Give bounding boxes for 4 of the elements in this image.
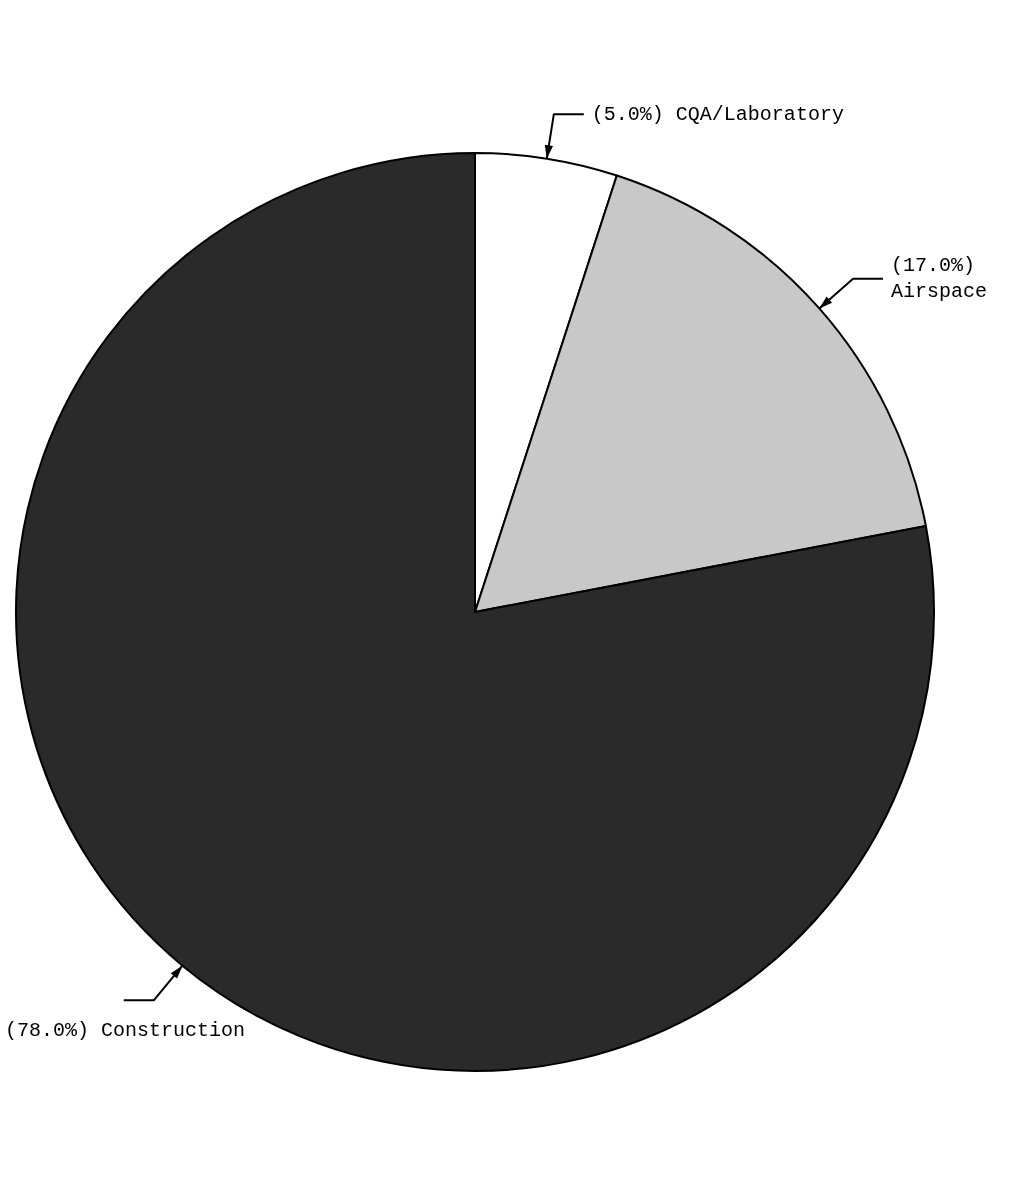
data-label: (17.0%) — [891, 254, 976, 277]
slice-label: Airspace — [891, 280, 988, 303]
slice-label: (5.0%) CQA/Laboratory — [591, 102, 844, 126]
slice-label: (78.0%) Construction — [5, 1018, 246, 1042]
